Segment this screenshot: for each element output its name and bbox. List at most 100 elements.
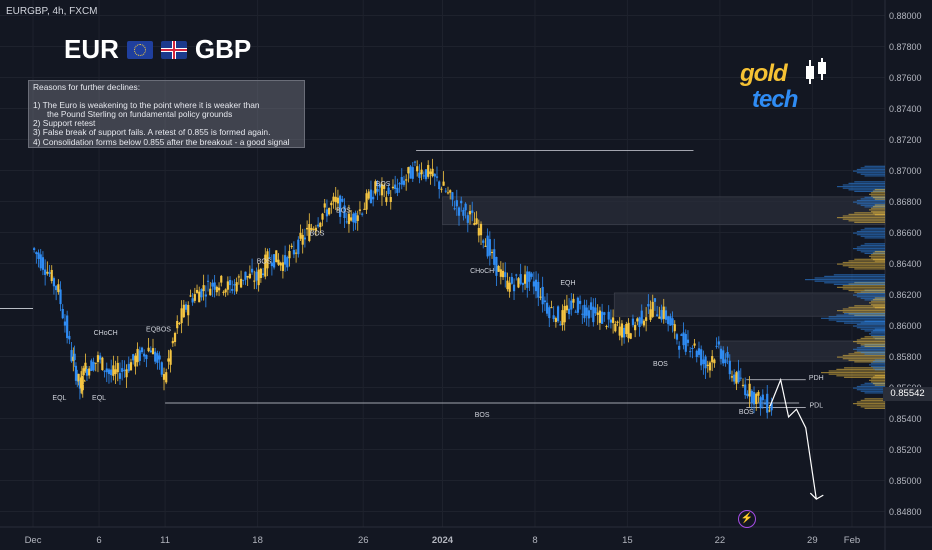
volume-profile-bar [856,172,885,174]
candle-body [755,393,758,405]
candle-body [233,284,236,286]
annotation-label: BOS [336,207,351,214]
volume-profile-bar [844,322,885,324]
candle-body [418,172,421,178]
candle-body [308,224,311,241]
volume-profile-bar [844,376,885,378]
candle-body [88,368,91,376]
volume-profile-bar [872,196,885,199]
candle-body [682,332,685,346]
candle-body [614,323,617,332]
volume-profile-bar [844,312,885,315]
candle-body [107,369,111,374]
volume-profile-bar [872,190,885,192]
candle-body [550,307,553,309]
volume-profile-bar [853,248,885,250]
candle-body [526,271,529,288]
candle-body [737,370,740,383]
candle-body [66,315,69,339]
uk-flag-icon [160,40,187,59]
volume-profile-bar [874,204,885,206]
volume-profile-bar [860,204,885,206]
candle-body [101,357,104,371]
candle-body [154,351,157,362]
volume-profile-bar [837,263,885,265]
candle-body [684,333,687,352]
reasons-note[interactable]: Reasons for further declines: 1) The Eur… [28,80,305,148]
candle-body [231,288,234,291]
candle-body [50,269,53,281]
x-tick-label: 15 [622,535,633,546]
candle-body [407,167,410,174]
annotation-label: PDL [810,403,824,410]
y-tick-label: 0.87800 [889,42,922,52]
volume-profile-bar [856,401,885,403]
candle-body [493,249,496,265]
pair-right: GBP [194,34,252,64]
candle-body [444,190,447,192]
candle-body [35,252,38,255]
candle-body [336,197,340,204]
volume-profile-bar [864,237,885,239]
candle-body [612,317,615,323]
lightning-icon[interactable]: ⚡ [738,510,756,528]
x-tick-label: 18 [252,535,263,546]
candle-body [125,369,128,378]
candle-body [653,298,657,302]
candle-body [475,218,478,224]
volume-profile-bar [860,229,885,231]
volume-profile-bar [854,212,885,214]
annotation-label: BOS [475,412,490,419]
candle-body [468,211,472,215]
volume-profile-bar [837,310,885,312]
volume-profile-bar [872,367,885,369]
candle-body [292,249,295,255]
volume-profile-bar [870,257,885,259]
candle-body [400,177,403,185]
candle-body [620,323,624,338]
candle-body [396,187,399,193]
candle-body [656,314,659,317]
candle-body [402,180,406,185]
annotation-label: PDH [809,375,824,382]
volume-profile-bar [874,374,885,377]
candle-body [250,268,254,273]
candle-body [416,166,419,172]
candle-body [114,369,117,375]
volume-profile-bar [856,342,885,344]
x-tick-label: 11 [160,535,170,546]
candle-body [752,392,756,405]
candle-body [321,213,324,220]
volume-profile-bar [869,209,885,211]
candle-body [759,397,762,409]
volume-profile-bar [874,260,885,262]
candle-body [594,307,597,314]
candle-body [387,187,390,195]
candle-body [438,181,441,190]
annotation-label: CHoCH [94,330,118,337]
y-tick-label: 0.86800 [889,197,922,207]
candle-body [501,270,505,278]
volume-profile-bar [842,184,885,186]
candle-body [140,347,144,353]
candle-body [68,335,71,340]
candle-body [334,196,337,203]
candle-body [722,350,725,364]
candle-body [358,209,362,211]
candle-body [376,188,379,192]
x-tick-label: 26 [358,535,369,546]
candle-body [314,227,318,231]
candle-body [145,355,148,360]
note-line: 4) Consolidation forms below 0.855 after… [33,136,290,147]
volume-profile-bar [856,327,885,329]
volume-profile-bar [836,368,885,370]
volume-profile-bar [848,189,885,191]
volume-profile-bar [856,385,885,388]
candlestick-icon [806,58,826,84]
x-tick-label: 6 [96,535,101,546]
candle-body [248,273,251,279]
candle-body [473,223,476,226]
candle-body [446,192,450,194]
annotation-label: BOS [653,361,668,368]
